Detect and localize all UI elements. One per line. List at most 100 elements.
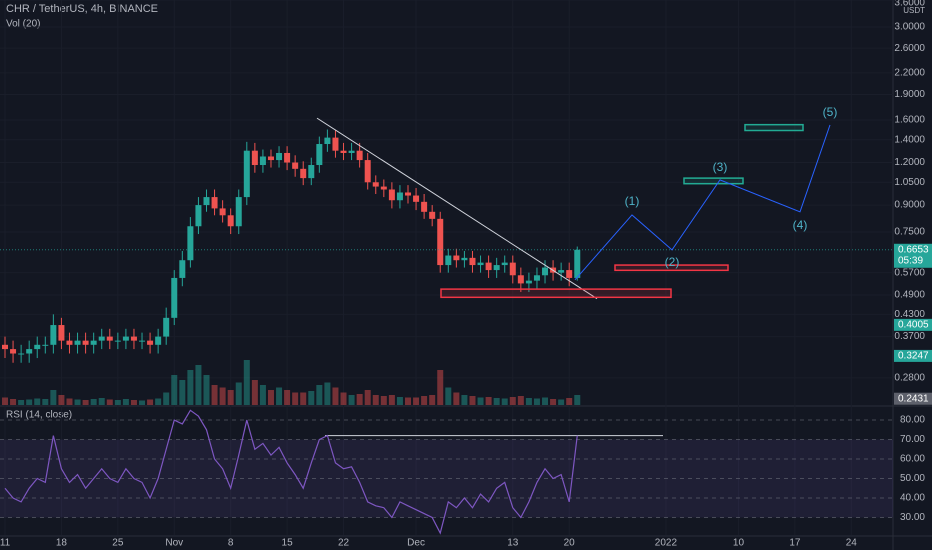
candle-body xyxy=(235,197,242,227)
candle-body xyxy=(130,336,137,341)
candle-body xyxy=(525,280,532,284)
y-tick-label: 0.9000 xyxy=(894,200,925,211)
candle-body xyxy=(243,150,250,198)
y-tick-label: 1.6000 xyxy=(894,115,925,126)
candle-body xyxy=(122,336,129,341)
volume-bar xyxy=(477,397,484,405)
candle-body xyxy=(453,255,460,261)
volume-bar xyxy=(308,391,315,405)
candle-body xyxy=(413,195,420,202)
candle-body xyxy=(155,336,162,345)
x-tick-label: 22 xyxy=(338,538,350,549)
y-tick-label: 0.7500 xyxy=(894,227,925,238)
volume-bar xyxy=(517,396,524,405)
candle-body xyxy=(66,340,73,345)
volume-bar xyxy=(396,397,403,405)
price-badge-label: 0.2431 xyxy=(898,393,929,404)
wave-label: (3) xyxy=(713,160,728,174)
x-tick-label: Dec xyxy=(407,538,425,549)
wave-label: (4) xyxy=(793,218,808,232)
candle-body xyxy=(219,208,226,216)
candle-body xyxy=(542,267,549,276)
volume-bar xyxy=(34,398,41,405)
volume-bar xyxy=(292,392,299,405)
x-tick-label: 13 xyxy=(507,538,519,549)
volume-bar xyxy=(501,398,508,405)
volume-bar xyxy=(574,395,581,405)
volume-bar xyxy=(493,398,500,405)
candle-body xyxy=(501,262,508,266)
volume-bar xyxy=(332,387,339,405)
volume-bar xyxy=(421,396,428,405)
candle-body xyxy=(195,205,202,227)
volume-bar xyxy=(114,400,121,405)
price-badge xyxy=(894,392,932,405)
volume-bar xyxy=(259,385,266,405)
volume-bar xyxy=(469,396,476,405)
x-tick-label: 25 xyxy=(112,538,124,549)
volume-bar xyxy=(340,392,347,405)
x-tick-label: 18 xyxy=(56,538,68,549)
volume-bar xyxy=(413,397,420,405)
volume-bar xyxy=(155,398,162,405)
rsi-tick-label: 30.00 xyxy=(900,512,925,523)
volume-title: Vol (20) xyxy=(6,19,40,30)
candle-body xyxy=(485,262,492,271)
volume-bar xyxy=(195,365,202,405)
y-tick-label: 2.2000 xyxy=(894,67,925,78)
rsi-tick-label: 60.00 xyxy=(900,454,925,465)
y-tick-label: 3.6000 xyxy=(894,0,925,9)
candle-body xyxy=(58,325,65,341)
currency: USDT xyxy=(903,6,925,15)
y-tick-label: 1.4000 xyxy=(894,134,925,145)
candle-body xyxy=(517,275,524,284)
volume-bar xyxy=(243,360,250,405)
y-tick-label: 0.2800 xyxy=(894,372,925,383)
candle-body xyxy=(566,270,573,278)
volume-bar xyxy=(26,399,33,405)
volume-bar xyxy=(147,399,154,405)
x-tick-label: 2022 xyxy=(655,538,678,549)
y-tick-label: 0.5700 xyxy=(894,267,925,278)
volume-bar xyxy=(356,394,363,405)
volume-bar xyxy=(90,399,97,405)
price-badge xyxy=(894,318,932,331)
price-badge xyxy=(894,243,932,268)
candle-body xyxy=(340,150,347,153)
chart-title: CHR / TetherUS, 4h, BINANCE xyxy=(6,3,158,15)
volume-bar xyxy=(380,396,387,405)
volume-bar xyxy=(219,387,226,405)
rsi-tick-label: 50.00 xyxy=(900,473,925,484)
volume-bar xyxy=(106,399,113,405)
x-tick-label: 11 xyxy=(0,538,11,549)
x-tick-label: 8 xyxy=(228,538,234,549)
volume-bar xyxy=(558,399,565,405)
rsi-title: RSI (14, close) xyxy=(6,410,72,421)
candle-body xyxy=(469,257,476,266)
candle-body xyxy=(179,260,186,278)
candle-body xyxy=(251,150,258,166)
candle-body xyxy=(493,265,500,271)
candle-body xyxy=(171,277,178,318)
rsi-tick-label: 80.00 xyxy=(900,415,925,426)
volume-bar xyxy=(130,400,137,405)
volume-bar xyxy=(324,382,331,405)
y-tick-label: 3.0000 xyxy=(894,22,925,33)
volume-bar xyxy=(179,380,186,405)
volume-bar xyxy=(405,397,411,405)
candle-body xyxy=(324,137,331,145)
volume-bar xyxy=(284,390,291,405)
candle-body xyxy=(574,249,581,278)
volume-bar xyxy=(533,398,540,405)
rsi-tick-label: 70.00 xyxy=(900,434,925,445)
volume-bar xyxy=(316,385,323,405)
candle-body xyxy=(106,336,113,341)
x-tick-label: 20 xyxy=(564,538,576,549)
volume-bar xyxy=(98,398,105,405)
candle-body xyxy=(139,340,146,342)
candle-body xyxy=(292,162,299,169)
candle-body xyxy=(26,349,33,354)
wave-label: (5) xyxy=(823,105,838,119)
volume-bar xyxy=(566,398,573,405)
